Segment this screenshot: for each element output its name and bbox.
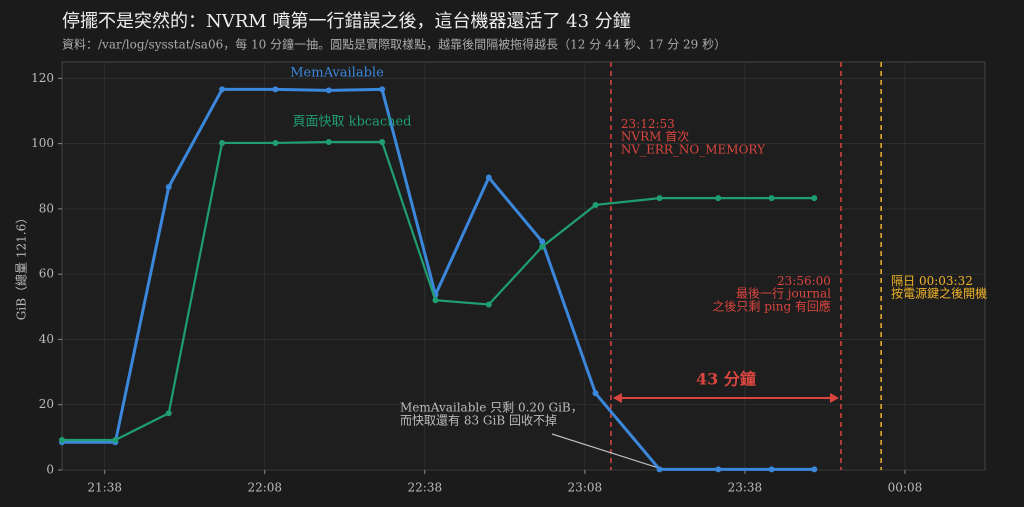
data-point bbox=[485, 174, 492, 181]
x-tick-label: 23:08 bbox=[568, 481, 603, 495]
event-prefix: 隔日 bbox=[891, 274, 915, 288]
data-point bbox=[811, 466, 818, 473]
data-point bbox=[539, 238, 546, 245]
event-label: 23:56:00 bbox=[777, 274, 831, 288]
note-text: 而快取還有 83 GiB 回收不掉 bbox=[400, 414, 557, 428]
data-point bbox=[165, 184, 172, 191]
data-point bbox=[272, 86, 279, 93]
data-point bbox=[485, 301, 492, 308]
data-point bbox=[715, 195, 722, 202]
data-point bbox=[811, 195, 818, 202]
y-tick-label: 60 bbox=[39, 267, 54, 281]
data-point bbox=[272, 139, 279, 146]
x-tick-label: 22:08 bbox=[247, 481, 282, 495]
x-tick-label: 22:38 bbox=[408, 481, 443, 495]
event-label: NV_ERR_NO_MEMORY bbox=[621, 143, 766, 157]
data-point bbox=[219, 139, 226, 146]
data-point bbox=[165, 410, 172, 417]
data-point bbox=[219, 86, 226, 93]
data-point bbox=[325, 138, 332, 145]
y-tick-label: 100 bbox=[31, 136, 54, 150]
data-point bbox=[539, 243, 546, 250]
event-label: 23:12:53 bbox=[621, 117, 675, 131]
data-point bbox=[379, 138, 386, 145]
data-point bbox=[656, 466, 663, 473]
event-time: 23:56:00 bbox=[777, 274, 831, 288]
data-point bbox=[768, 466, 775, 473]
span-label: 43 分鐘 bbox=[696, 370, 756, 389]
y-tick-label: 0 bbox=[46, 463, 54, 477]
data-point bbox=[656, 195, 663, 202]
event-time: 23:12:53 bbox=[621, 117, 675, 131]
chart-subtitle: 資料：/var/log/sysstat/sa06，每 10 分鐘一抽。圓點是實際… bbox=[62, 37, 726, 52]
data-point bbox=[59, 436, 65, 443]
data-point bbox=[379, 86, 386, 93]
y-tick-label: 20 bbox=[39, 397, 54, 411]
data-point bbox=[112, 436, 119, 443]
event-label: 按電源鍵之後開機 bbox=[891, 286, 987, 301]
note-arrow bbox=[551, 433, 657, 468]
data-point bbox=[768, 195, 775, 202]
data-point bbox=[592, 201, 599, 208]
event-time: 00:03:32 bbox=[919, 274, 973, 288]
data-point bbox=[592, 390, 599, 397]
x-tick-label: 00:08 bbox=[888, 481, 923, 495]
data-point bbox=[325, 87, 332, 94]
x-tick-label: 21:38 bbox=[87, 481, 122, 495]
event-label: 之後只剩 ping 有回應 bbox=[712, 299, 831, 314]
x-tick-label: 23:38 bbox=[728, 481, 763, 495]
note-text: MemAvailable 只剩 0.20 GiB， bbox=[400, 401, 583, 415]
y-tick-label: 40 bbox=[39, 332, 54, 346]
y-axis-label: GiB（總量 121.6） bbox=[14, 212, 29, 320]
y-tick-label: 80 bbox=[39, 201, 54, 215]
event-label: 隔日 00:03:32 bbox=[891, 274, 973, 288]
data-point bbox=[715, 466, 722, 473]
event-label: NVRM 首次 bbox=[621, 130, 689, 144]
series-label: MemAvailable bbox=[290, 66, 384, 81]
series-label: 頁面快取 kbcached bbox=[292, 115, 411, 130]
chart-title: 停擺不是突然的：NVRM 噴第一行錯誤之後，這台機器還活了 43 分鐘 bbox=[62, 11, 631, 32]
data-point bbox=[432, 297, 439, 304]
y-tick-label: 120 bbox=[31, 71, 54, 85]
event-label: 最後一行 journal bbox=[736, 287, 831, 301]
